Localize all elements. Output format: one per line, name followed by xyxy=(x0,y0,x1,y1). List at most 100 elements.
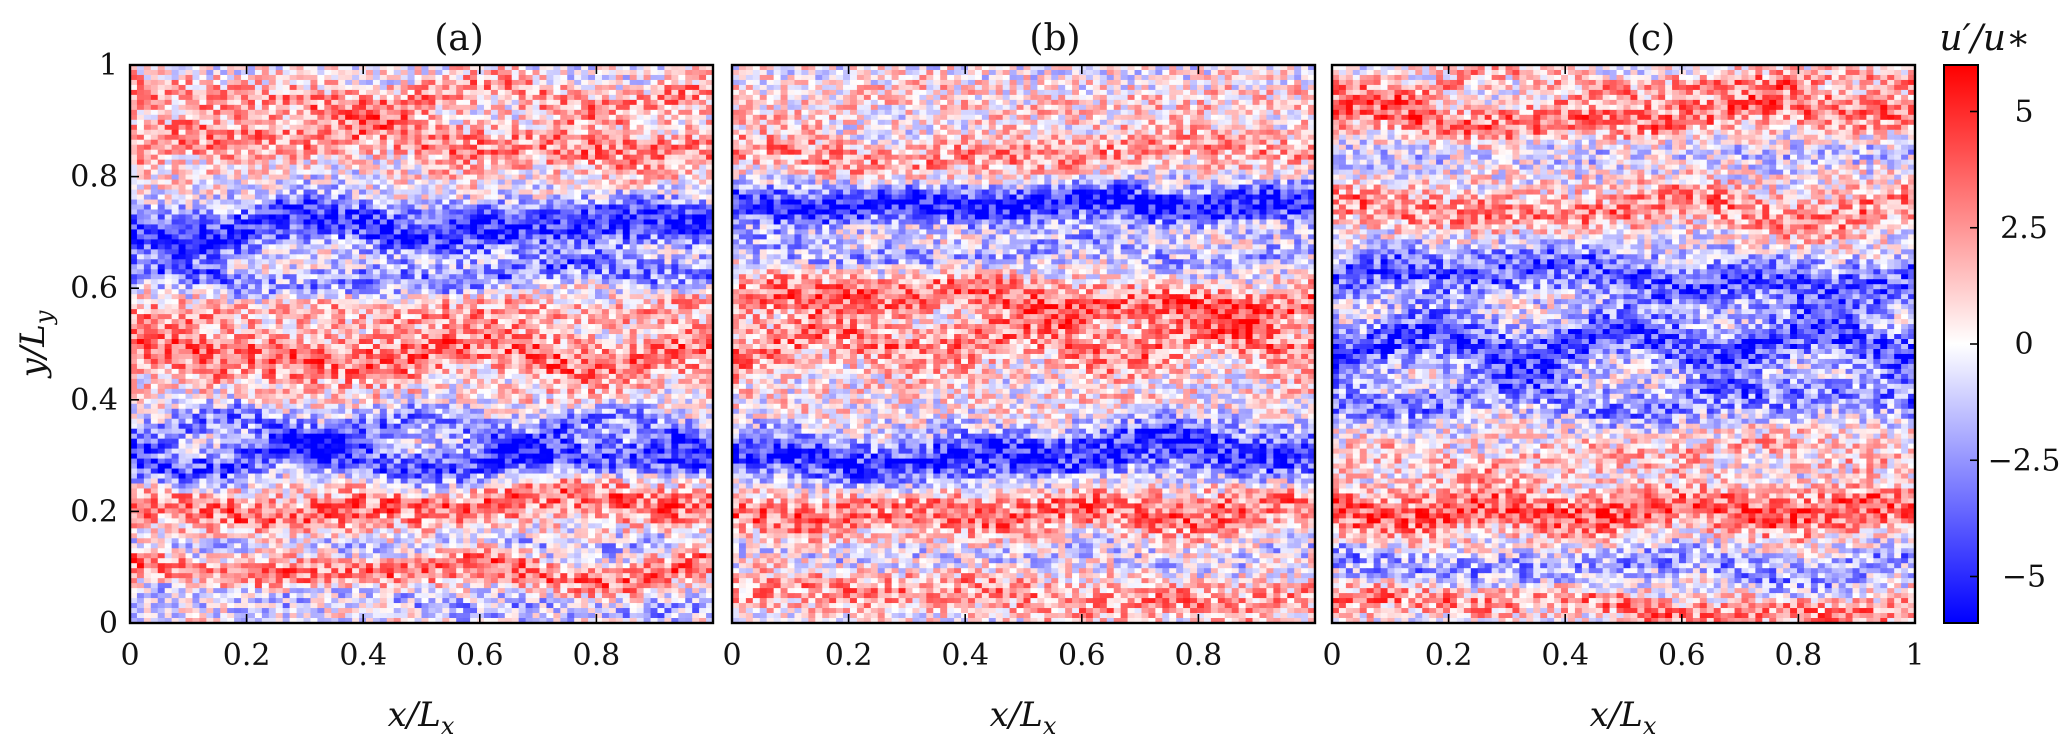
heatmap-cell xyxy=(595,209,603,215)
heatmap-cell xyxy=(526,125,534,131)
heatmap-cell xyxy=(248,105,256,111)
heatmap-cell xyxy=(435,90,443,96)
heatmap-cell xyxy=(310,170,318,176)
heatmap-cell xyxy=(637,125,645,131)
heatmap-cell xyxy=(505,105,513,111)
heatmap-cell xyxy=(338,239,346,245)
heatmap-cell xyxy=(449,100,457,106)
heatmap-cell xyxy=(172,105,180,111)
heatmap-cell xyxy=(602,219,610,225)
heatmap-cell xyxy=(415,195,423,201)
heatmap-cell xyxy=(262,244,270,250)
heatmap-cell xyxy=(283,160,291,166)
heatmap-cell xyxy=(553,219,561,225)
heatmap-cell xyxy=(692,170,700,176)
heatmap-cell xyxy=(297,155,305,161)
heatmap-cell xyxy=(186,165,194,171)
heatmap-cell xyxy=(456,100,464,106)
heatmap-cell xyxy=(463,259,471,265)
heatmap-cell xyxy=(671,165,679,171)
heatmap-cell xyxy=(387,234,395,240)
heatmap-cell xyxy=(206,205,214,211)
heatmap-cell xyxy=(456,264,464,270)
heatmap-cell xyxy=(317,259,325,265)
heatmap-cell xyxy=(491,135,499,141)
heatmap-cell xyxy=(442,209,450,215)
heatmap-cell xyxy=(533,130,541,136)
heatmap-cell xyxy=(192,170,200,176)
heatmap-cell xyxy=(484,70,492,76)
heatmap-cell xyxy=(574,140,582,146)
heatmap-cell xyxy=(394,110,402,116)
heatmap-cell xyxy=(533,180,541,186)
heatmap-cell xyxy=(331,85,339,91)
heatmap-cell xyxy=(574,254,582,260)
heatmap-cell xyxy=(387,75,395,81)
heatmap-cell xyxy=(498,269,506,275)
heatmap-cell xyxy=(276,90,284,96)
heatmap-cell xyxy=(352,180,360,186)
heatmap-cell xyxy=(699,274,707,280)
heatmap-cell xyxy=(699,234,707,240)
heatmap-cell xyxy=(213,135,221,141)
heatmap-cell xyxy=(269,224,277,230)
heatmap-cell xyxy=(581,155,589,161)
heatmap-cell xyxy=(505,160,513,166)
heatmap-cell xyxy=(519,115,527,121)
heatmap-cell xyxy=(331,259,339,265)
heatmap-cell xyxy=(685,205,693,211)
heatmap-cell xyxy=(394,279,402,285)
heatmap-cell xyxy=(609,269,617,275)
heatmap-cell xyxy=(567,264,575,270)
heatmap-cell xyxy=(283,150,291,156)
heatmap-cell xyxy=(553,279,561,285)
heatmap-cell xyxy=(456,234,464,240)
heatmap-cell xyxy=(137,115,145,121)
heatmap-cell xyxy=(533,105,541,111)
heatmap-cell xyxy=(435,145,443,151)
heatmap-cell xyxy=(373,120,381,126)
heatmap-cell xyxy=(560,100,568,106)
heatmap-cell xyxy=(380,105,388,111)
heatmap-cell xyxy=(435,249,443,255)
heatmap-cell xyxy=(241,209,249,215)
heatmap-cell xyxy=(699,239,707,245)
heatmap-cell xyxy=(352,234,360,240)
heatmap-cell xyxy=(262,75,270,81)
heatmap-cell xyxy=(533,229,541,235)
heatmap-cell xyxy=(553,259,561,265)
heatmap-cell xyxy=(435,239,443,245)
heatmap-cell xyxy=(269,195,277,201)
heatmap-cell xyxy=(484,224,492,230)
heatmap-cell xyxy=(512,75,520,81)
heatmap-cell xyxy=(678,259,686,265)
heatmap-cell xyxy=(408,259,416,265)
heatmap-cell xyxy=(206,135,214,141)
heatmap-cell xyxy=(304,195,312,201)
heatmap-cell xyxy=(401,239,409,245)
heatmap-cell xyxy=(553,80,561,86)
heatmap-cell xyxy=(165,185,173,191)
heatmap-cell xyxy=(248,234,256,240)
heatmap-cell xyxy=(151,110,159,116)
heatmap-cell xyxy=(338,75,346,81)
heatmap-cell xyxy=(380,214,388,220)
heatmap-cell xyxy=(408,190,416,196)
heatmap-cell xyxy=(644,185,652,191)
heatmap-cell xyxy=(456,70,464,76)
heatmap-cell xyxy=(255,254,263,260)
heatmap-cell xyxy=(533,70,541,76)
heatmap-cell xyxy=(637,269,645,275)
heatmap-cell xyxy=(512,85,520,91)
heatmap-cell xyxy=(394,264,402,270)
heatmap-cell xyxy=(581,85,589,91)
heatmap-cell xyxy=(310,185,318,191)
heatmap-cell xyxy=(519,155,527,161)
heatmap-cell xyxy=(199,80,207,86)
heatmap-cell xyxy=(519,160,527,166)
heatmap-cell xyxy=(428,279,436,285)
heatmap-cell xyxy=(692,249,700,255)
heatmap-cell xyxy=(234,85,242,91)
heatmap-cell xyxy=(484,190,492,196)
heatmap-cell xyxy=(366,80,374,86)
